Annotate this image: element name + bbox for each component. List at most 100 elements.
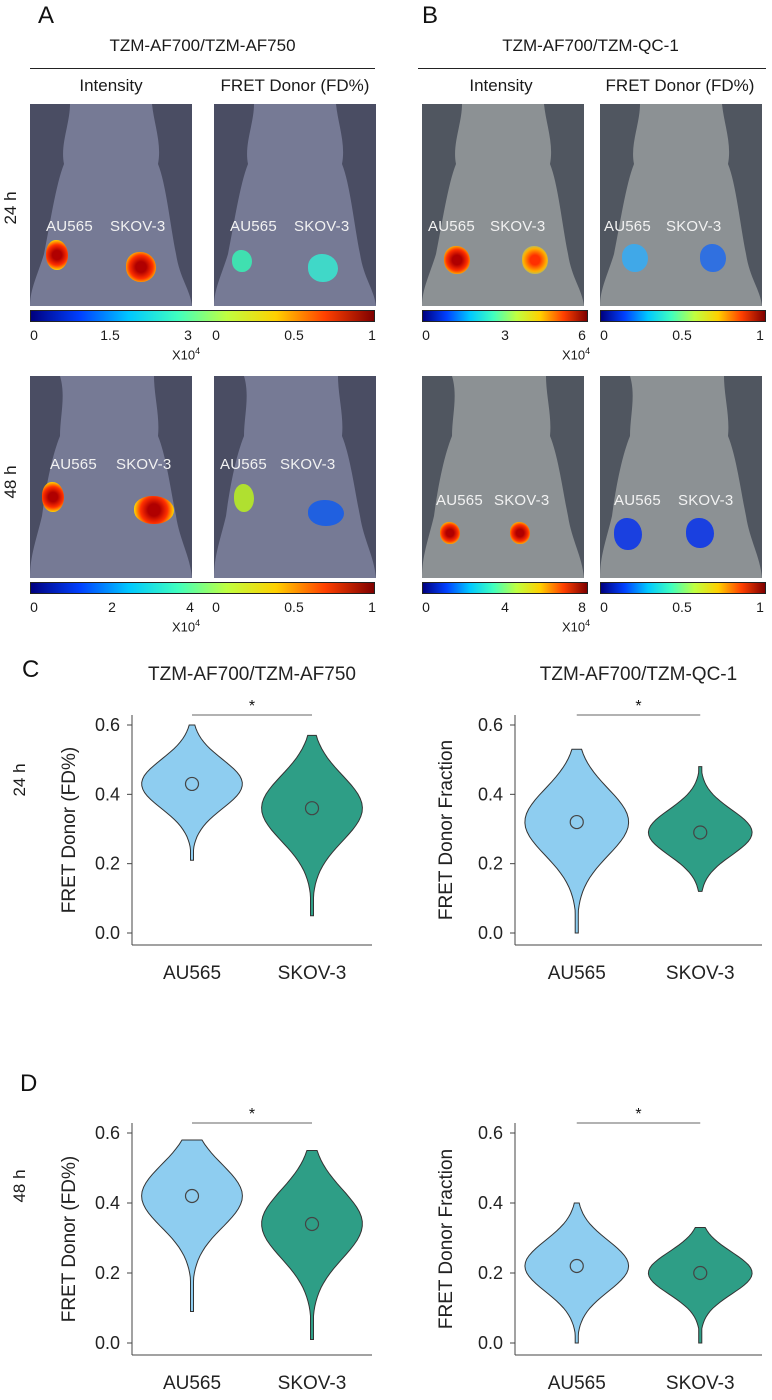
y-tick-label: 0.2 <box>95 1263 120 1283</box>
violin-skov-3 <box>261 1150 363 1340</box>
y-axis-label: FRET Donor (FD%) <box>59 1156 80 1322</box>
cbar-tick: 0 <box>422 327 430 343</box>
y-tick-label: 0.4 <box>478 1193 503 1213</box>
tumor-label-au565: AU565 <box>46 218 93 235</box>
tumor-label-skov3: SKOV-3 <box>678 492 734 509</box>
tumor-label-au565: AU565 <box>220 456 267 473</box>
mouse-silhouette <box>30 104 192 306</box>
panel-b-rule <box>418 68 766 69</box>
cbar-tick: 0.5 <box>284 327 304 343</box>
tumor-au565 <box>622 244 648 272</box>
tumor-label-au565: AU565 <box>436 492 483 509</box>
colorbar-b-48h-intensity <box>422 582 588 594</box>
mouse-silhouette <box>214 376 376 578</box>
x-category-label: AU565 <box>163 963 221 984</box>
significance-star: * <box>635 698 641 715</box>
cbar-multiplier: X104 <box>172 346 200 362</box>
image-a-24h-fret: AU565 SKOV-3 <box>214 104 376 306</box>
y-tick-label: 0.2 <box>478 1263 503 1283</box>
multiplier-exp: 4 <box>195 618 201 628</box>
tumor-au565 <box>444 246 470 274</box>
significance-star: * <box>635 1106 641 1123</box>
panel-a-rule <box>30 68 375 69</box>
y-tick-label: 0.6 <box>478 1123 503 1143</box>
cbar-multiplier: X104 <box>562 618 590 634</box>
colorbar-a-24h <box>30 310 375 322</box>
tumor-label-skov3: SKOV-3 <box>116 456 172 473</box>
violin-plot-d-right: 0.0 0.2 0.4 0.6 FRET Donor Fraction AU565 SKOV… <box>436 1106 762 1394</box>
tumor-skov3 <box>308 254 338 282</box>
multiplier-exp: 4 <box>585 346 591 356</box>
panel-b-col-fret: FRET Donor (FD%) <box>605 76 755 95</box>
median-marker-au565 <box>184 1188 200 1204</box>
violin-skov-3 <box>647 1227 753 1344</box>
y-tick-label: 0.2 <box>478 854 503 874</box>
panel-a-col-intensity: Intensity <box>79 76 143 95</box>
violin-au565 <box>524 748 630 934</box>
cbar-tick: 3 <box>501 327 509 343</box>
y-tick-label: 0.0 <box>478 923 503 943</box>
mouse-silhouette <box>422 376 584 578</box>
x-category-label: SKOV-3 <box>666 1373 735 1394</box>
multiplier-base: X10 <box>562 619 586 635</box>
y-tick-label: 0.6 <box>95 715 120 735</box>
violin-plot-d-left: 0.0 0.2 0.4 0.6 FRET Donor (FD%) AU565 SKOV-3 * <box>59 1106 372 1394</box>
image-b-24h-fret: AU565 SKOV-3 <box>600 104 762 306</box>
panel-a-title: TZM-AF700/TZM-AF750 <box>109 36 296 55</box>
mouse-silhouette <box>214 104 376 306</box>
colorbar-b-24h-intensity <box>422 310 588 322</box>
tumor-au565 <box>46 240 68 270</box>
multiplier-exp: 4 <box>195 346 201 356</box>
image-a-48h-fret: AU565 SKOV-3 <box>214 376 376 578</box>
panel-letter-d: D <box>20 1070 38 1097</box>
tumor-skov3 <box>134 496 174 524</box>
mouse-silhouette <box>30 376 192 578</box>
cbar-tick: 0 <box>30 599 38 615</box>
multiplier-exp: 4 <box>585 618 591 628</box>
violin-au565 <box>141 1139 243 1312</box>
cbar-tick: 3 <box>184 327 192 343</box>
violin-au565 <box>141 724 243 861</box>
y-tick-label: 0.4 <box>95 1193 120 1213</box>
median-marker-skov-3 <box>304 1216 320 1232</box>
cbar-tick: 2 <box>108 599 116 615</box>
image-b-48h-fret: AU565 SKOV-3 <box>600 376 762 578</box>
chart-title: TZM-AF700/TZM-AF750 <box>148 664 356 685</box>
tumor-skov3 <box>522 246 548 274</box>
cbar-tick: 0 <box>30 327 38 343</box>
image-a-24h-intensity: AU565 SKOV-3 <box>30 104 192 306</box>
y-tick-label: 0.0 <box>95 923 120 943</box>
tumor-au565 <box>232 250 252 272</box>
colorbar-a-48h <box>30 582 375 594</box>
panel-a-col-fret: FRET Donor (FD%) <box>220 76 370 95</box>
multiplier-base: X10 <box>562 347 586 363</box>
violin-plot-c-right: 0.0 0.2 0.4 0.6 FRET Donor Fraction TZM-AF700… <box>436 664 762 984</box>
panel-b-title: TZM-AF700/TZM-QC-1 <box>502 36 679 55</box>
tumor-skov3 <box>126 252 156 282</box>
median-marker-skov-3 <box>693 825 708 840</box>
tumor-label-skov3: SKOV-3 <box>490 218 546 235</box>
tumor-label-au565: AU565 <box>614 492 661 509</box>
cbar-multiplier: X104 <box>562 346 590 362</box>
y-axis-label: FRET Donor Fraction <box>436 1149 457 1329</box>
x-category-label: SKOV-3 <box>278 1373 347 1394</box>
y-tick-label: 0.2 <box>95 854 120 874</box>
significance-star: * <box>249 1106 255 1123</box>
tumor-label-skov3: SKOV-3 <box>110 218 166 235</box>
y-tick-label: 0.6 <box>478 715 503 735</box>
cbar-tick: 0 <box>212 599 220 615</box>
y-tick-label: 0.6 <box>95 1123 120 1143</box>
significance-star: * <box>249 698 255 715</box>
cbar-tick: 1.5 <box>100 327 120 343</box>
chart-title: TZM-AF700/TZM-QC-1 <box>540 664 737 685</box>
median-marker-au565 <box>569 1258 584 1274</box>
panel-letter-a: A <box>38 2 55 29</box>
panel-letter-b: B <box>422 2 439 29</box>
cbar-tick: 8 <box>578 599 586 615</box>
tumor-skov3 <box>308 500 344 526</box>
multiplier-base: X10 <box>172 619 196 635</box>
image-b-24h-intensity: AU565 SKOV-3 <box>422 104 584 306</box>
colorbar-b-48h-fret <box>600 582 766 594</box>
tumor-label-skov3: SKOV-3 <box>666 218 722 235</box>
